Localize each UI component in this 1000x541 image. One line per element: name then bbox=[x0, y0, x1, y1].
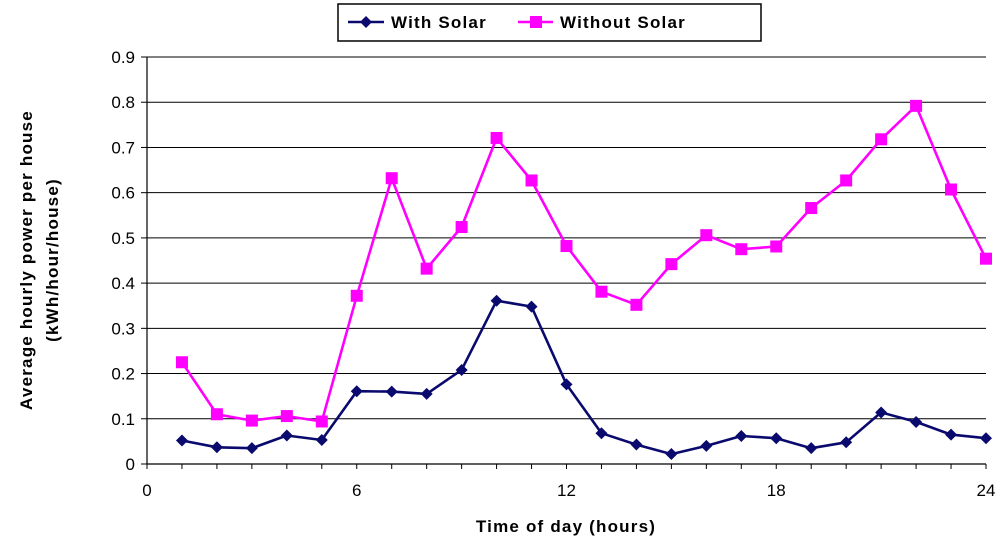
data-point-with-solar bbox=[315, 434, 328, 447]
data-point-without-solar bbox=[770, 240, 783, 253]
legend-label-with-solar: With Solar bbox=[391, 13, 487, 32]
data-point-without-solar bbox=[875, 133, 888, 146]
x-axis-ticks: 0 6 12 18 24 bbox=[142, 464, 995, 500]
data-point-without-solar bbox=[560, 240, 573, 253]
data-point-with-solar bbox=[700, 439, 713, 452]
y-tick-label: 0.3 bbox=[111, 319, 135, 338]
data-point-without-solar bbox=[735, 243, 748, 256]
y-axis-title-line1: Average hourly power per house bbox=[17, 110, 36, 410]
data-point-without-solar bbox=[210, 408, 223, 421]
data-point-without-solar bbox=[385, 172, 398, 185]
y-tick-label: 0 bbox=[126, 455, 135, 474]
data-point-without-solar bbox=[490, 131, 503, 144]
data-point-without-solar bbox=[350, 289, 363, 302]
data-point-with-solar bbox=[910, 415, 923, 428]
data-point-with-solar bbox=[630, 438, 643, 451]
data-point-without-solar bbox=[525, 174, 538, 187]
data-point-with-solar bbox=[350, 385, 363, 398]
x-axis-title: Time of day (hours) bbox=[476, 517, 656, 536]
data-point-without-solar bbox=[280, 410, 293, 423]
data-point-with-solar bbox=[945, 428, 958, 441]
y-tick-label: 0.2 bbox=[111, 365, 135, 384]
data-point-without-solar bbox=[910, 99, 923, 112]
y-axis-title-line2: (kWh/hour/house) bbox=[43, 178, 62, 342]
x-tick-label: 24 bbox=[977, 481, 996, 500]
gridlines bbox=[147, 56, 986, 420]
data-point-with-solar bbox=[980, 432, 992, 445]
legend-marker-without-solar bbox=[530, 16, 542, 28]
y-tick-label: 0.5 bbox=[111, 229, 135, 248]
data-point-with-solar bbox=[385, 385, 398, 398]
data-point-without-solar bbox=[245, 414, 258, 427]
data-point-with-solar bbox=[875, 406, 888, 419]
data-point-with-solar bbox=[840, 436, 853, 449]
data-point-with-solar bbox=[770, 432, 783, 445]
data-point-without-solar bbox=[595, 285, 608, 298]
legend: With Solar Without Solar bbox=[337, 3, 762, 42]
legend-marker-with-solar bbox=[360, 16, 372, 28]
data-point-without-solar bbox=[700, 229, 713, 242]
y-tick-label: 0.8 bbox=[111, 93, 135, 112]
data-point-without-solar bbox=[945, 183, 958, 196]
data-point-with-solar bbox=[805, 442, 818, 455]
data-point-without-solar bbox=[455, 221, 468, 234]
x-tick-label: 0 bbox=[142, 481, 151, 500]
series-line-with-solar bbox=[181, 299, 987, 456]
y-tick-label: 0.7 bbox=[111, 138, 135, 157]
x-tick-label: 6 bbox=[352, 481, 361, 500]
data-point-with-solar bbox=[455, 363, 468, 376]
data-point-without-solar bbox=[420, 262, 433, 275]
data-point-with-solar bbox=[665, 448, 678, 461]
data-point-without-solar bbox=[980, 252, 992, 265]
data-point-with-solar bbox=[245, 442, 258, 455]
data-point-without-solar bbox=[840, 174, 853, 187]
y-axis-title: Average hourly power per house (kWh/hour… bbox=[17, 110, 62, 410]
y-tick-label: 0.6 bbox=[111, 184, 135, 203]
legend-label-without-solar: Without Solar bbox=[560, 13, 686, 32]
x-tick-label: 12 bbox=[557, 481, 576, 500]
x-tick-label: 18 bbox=[767, 481, 786, 500]
data-point-with-solar bbox=[280, 429, 293, 442]
y-tick-label: 0.4 bbox=[111, 274, 135, 293]
data-point-with-solar bbox=[560, 378, 573, 391]
data-point-with-solar bbox=[525, 300, 538, 313]
plot-area bbox=[147, 57, 986, 464]
series-layer bbox=[175, 99, 992, 461]
data-point-with-solar bbox=[735, 429, 748, 442]
data-point-with-solar bbox=[210, 441, 223, 454]
data-point-without-solar bbox=[665, 258, 678, 271]
y-tick-label: 0.9 bbox=[111, 48, 135, 67]
data-point-without-solar bbox=[630, 298, 643, 311]
y-axis-ticks: 0 0.1 0.2 0.3 0.4 0.5 0.6 0.7 0.8 0.9 bbox=[111, 48, 147, 474]
series-without-solar bbox=[175, 99, 992, 428]
data-point-without-solar bbox=[175, 356, 188, 369]
data-point-with-solar bbox=[595, 427, 608, 440]
data-point-with-solar bbox=[420, 387, 433, 400]
data-point-with-solar bbox=[175, 434, 188, 447]
series-with-solar bbox=[175, 294, 992, 461]
data-point-with-solar bbox=[490, 294, 503, 307]
y-tick-label: 0.1 bbox=[111, 410, 135, 429]
data-point-without-solar bbox=[315, 415, 328, 428]
data-point-without-solar bbox=[805, 202, 818, 215]
